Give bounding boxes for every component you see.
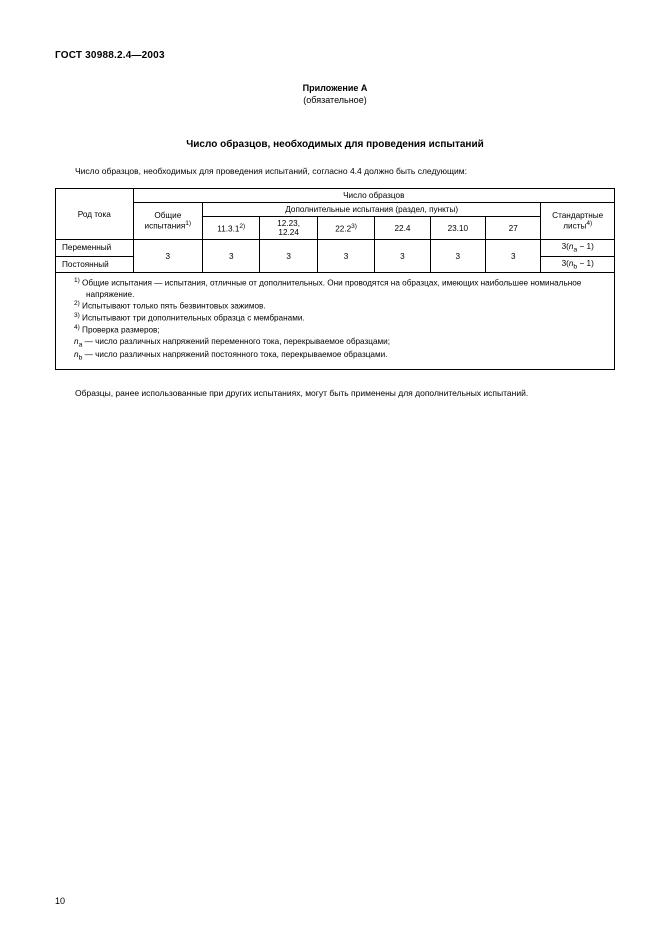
std-sheets-label: Стандартные листы <box>552 211 603 231</box>
cell-c3-val: 3 <box>317 240 374 273</box>
page-number: 10 <box>55 896 65 906</box>
subcol-1223: 12.23, 12.24 <box>260 217 317 240</box>
col-general-label: Общие испытания <box>145 211 186 231</box>
standard-code: ГОСТ 30988.2.4—2003 <box>55 50 615 61</box>
cell-c5-val: 3 <box>430 240 485 273</box>
c1-label: 11.3.1 <box>217 224 239 233</box>
c2a-label: 12.23, <box>277 219 300 228</box>
cell-c1-val: 3 <box>203 240 260 273</box>
main-title: Число образцов, необходимых для проведен… <box>55 139 615 150</box>
cell-c4-val: 3 <box>375 240 430 273</box>
samples-table: Род тока Число образцов Общие испытания1… <box>55 188 615 370</box>
intro-paragraph: Число образцов, необходимых для проведен… <box>55 166 615 176</box>
col-std-sheets: Стандартные листы4) <box>541 203 615 240</box>
subcol-27: 27 <box>486 217 541 240</box>
c2b-label: 12.24 <box>278 228 299 237</box>
subcol-1131: 11.3.12) <box>203 217 260 240</box>
annex-required: (обязательное) <box>55 95 615 105</box>
cell-formula-ac: 3(na − 1) <box>541 240 615 257</box>
subcol-2310: 23.10 <box>430 217 485 240</box>
row-ac-label: Переменный <box>56 240 134 257</box>
col-chislo: Число образцов <box>133 189 614 203</box>
sup-2: 2) <box>239 223 245 230</box>
col-rod-toka: Род тока <box>56 189 134 240</box>
row-dc-label: Постоянный <box>56 256 134 273</box>
annex-title: Приложение А <box>55 83 615 93</box>
c3-label: 22.2 <box>335 224 351 233</box>
col-general-tests: Общие испытания1) <box>133 203 202 240</box>
subcol-224: 22.4 <box>375 217 430 240</box>
subcol-222: 22.23) <box>317 217 374 240</box>
cell-formula-dc: 3(nb − 1) <box>541 256 615 273</box>
sup-1: 1) <box>185 220 191 227</box>
table-footnotes: 1) Общие испытания — испытания, отличные… <box>56 273 615 370</box>
col-additional-tests: Дополнительные испытания (раздел, пункты… <box>203 203 541 217</box>
cell-general-val: 3 <box>133 240 202 273</box>
sup-4: 4) <box>586 220 592 227</box>
cell-c6-val: 3 <box>486 240 541 273</box>
after-paragraph: Образцы, ранее использованные при других… <box>55 388 615 399</box>
cell-c2-val: 3 <box>260 240 317 273</box>
sup-3: 3) <box>351 223 357 230</box>
page: ГОСТ 30988.2.4—2003 Приложение А (обязат… <box>0 0 661 936</box>
